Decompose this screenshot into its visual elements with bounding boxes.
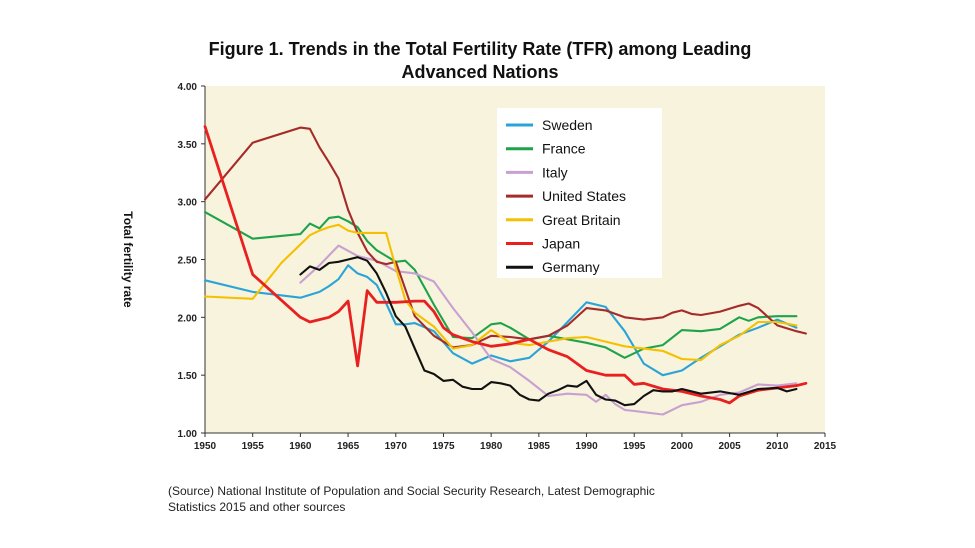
chart-title-line-1: Figure 1. Trends in the Total Fertility … <box>208 39 752 59</box>
legend-label: Germany <box>542 259 600 275</box>
x-tick-label: 1985 <box>528 441 551 452</box>
source-note: (Source) National Institute of Populatio… <box>168 483 808 515</box>
series-line-sweden <box>203 264 798 377</box>
legend-label: Japan <box>542 236 580 252</box>
y-axis-label: Total fertility rate <box>121 211 135 308</box>
series-line-france <box>203 211 798 359</box>
y-tick-label: 1.00 <box>178 429 198 440</box>
series-line-germany <box>299 256 798 407</box>
legend: Sweden France Italy United States Great Brit… <box>497 108 662 278</box>
legend-label: Great Britain <box>542 212 621 228</box>
y-tick-label: 2.00 <box>178 313 198 324</box>
y-tick-label: 3.00 <box>178 198 198 209</box>
x-tick-label: 1980 <box>480 441 503 452</box>
x-tick-label: 1950 <box>194 441 217 452</box>
series-line-united-states <box>203 126 807 349</box>
x-tick-label: 2000 <box>671 441 694 452</box>
x-tick-label: 1970 <box>385 441 408 452</box>
series-line-japan <box>203 125 808 405</box>
y-tick-label: 4.00 <box>178 82 198 93</box>
x-tick-label: 1990 <box>575 441 598 452</box>
series-line-italy <box>299 244 798 416</box>
x-tick-label: 1965 <box>337 441 360 452</box>
axes: 1950 1955 1960 1965 1970 1975 1980 1985 1990 1995… <box>178 82 837 452</box>
series-lines <box>203 125 808 416</box>
y-tick-label: 2.50 <box>178 256 198 267</box>
series-line-great-britain <box>203 223 798 362</box>
chart-title-line-2: Advanced Nations <box>401 62 559 82</box>
legend-label: Italy <box>542 164 568 180</box>
chart-title: Figure 1. Trends in the Total Fertility … <box>120 38 840 84</box>
x-tick-label: 2005 <box>718 441 741 452</box>
source-line-1: (Source) National Institute of Populatio… <box>168 484 655 498</box>
x-tick-label: 1960 <box>289 441 312 452</box>
x-tick-label: 1975 <box>432 441 455 452</box>
x-tick-label: 1995 <box>623 441 646 452</box>
x-tick-label: 1955 <box>242 441 265 452</box>
legend-label: France <box>542 141 586 157</box>
y-tick-label: 1.50 <box>178 371 198 382</box>
x-tick-label: 2015 <box>814 441 837 452</box>
x-tick-label: 2010 <box>766 441 789 452</box>
legend-label: United States <box>542 188 626 204</box>
legend-box <box>497 108 662 278</box>
source-line-2: Statistics 2015 and other sources <box>168 500 346 514</box>
legend-label: Sweden <box>542 117 593 133</box>
y-tick-label: 3.50 <box>178 140 198 151</box>
